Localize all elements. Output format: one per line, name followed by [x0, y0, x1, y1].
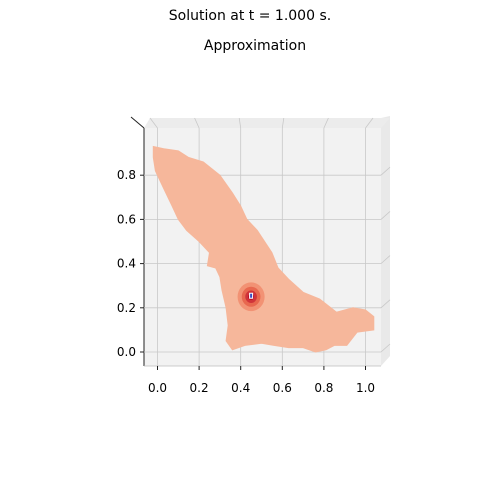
y-grid-side — [380, 166, 391, 176]
x-grid-top — [281, 117, 285, 129]
y-grid-side — [380, 343, 391, 353]
y-grid-side — [380, 299, 391, 309]
peak-center — [250, 293, 253, 298]
corner-edge — [130, 116, 145, 129]
y-grid-side — [380, 211, 391, 220]
side-pane — [381, 116, 390, 366]
axes-title: Approximation — [203, 38, 307, 54]
x-tick-label: 1.0 — [356, 381, 375, 395]
y-tick-label: 0.6 — [117, 212, 136, 226]
y-tick-label: 0.8 — [117, 168, 136, 182]
x-grid-top — [323, 117, 329, 129]
x-tick-label: 0.6 — [273, 381, 292, 395]
surface-domain — [152, 145, 375, 353]
surface — [152, 145, 375, 353]
top-pane — [144, 118, 390, 128]
figure-suptitle: Solution at t = 1.000 s. — [168, 8, 332, 24]
x-grid-top — [194, 117, 200, 129]
y-tick-label: 0.0 — [117, 345, 136, 359]
x-grid-top — [365, 117, 374, 129]
y-tick-label: 0.2 — [117, 301, 136, 315]
x-tick-label: 0.4 — [231, 381, 250, 395]
tick-marks: 0.0 0.2 0.4 0.6 0.8 1.0 0.0 0.2 0.4 0.6 0.8 — [117, 168, 375, 395]
x-grid-top — [149, 117, 158, 129]
x-tick-label: 0.0 — [148, 381, 167, 395]
x-grid-top — [238, 117, 242, 129]
x-tick-label: 0.2 — [190, 381, 209, 395]
x-tick-label: 0.8 — [314, 381, 333, 395]
y-grid-side — [380, 255, 391, 264]
y-tick-label: 0.4 — [117, 257, 136, 271]
